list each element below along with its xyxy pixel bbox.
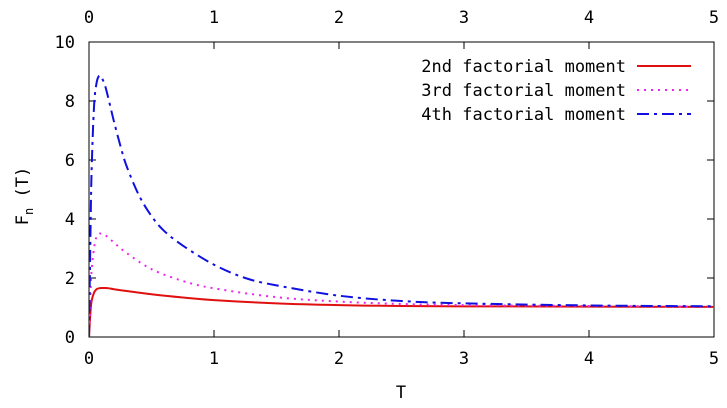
y-axis-label-main: F [13,215,33,225]
x-axis-label: T [396,383,406,403]
x-top-tick-label: 3 [459,8,469,28]
x-tick-label: 0 [84,349,94,369]
x-top-tick-label: 4 [584,8,594,28]
legend-label: 4th factorial moment [421,105,626,125]
legend-label: 3rd factorial moment [421,81,626,101]
y-axis-label-subscript: n [22,208,36,215]
plot-area [88,41,715,338]
x-top-tick-label: 5 [709,8,719,28]
y-axis-label: Fn (T) [13,167,36,225]
series-line-2nd-moment [89,286,714,337]
y-axis-label-suffix: (T) [13,167,33,208]
plot-frame [88,41,715,338]
x-top-tick-label: 1 [209,8,219,28]
x-tick-label: 2 [334,349,344,369]
x-top-tick-label: 2 [334,8,344,28]
y-tick-label: 4 [65,210,75,230]
legend: 2nd factorial moment 3rd factorial moment… [421,57,691,125]
y-tick-label: 6 [65,151,75,171]
series-group [89,74,714,337]
x-tick-label: 1 [209,349,219,369]
x-tick-label: 4 [584,349,594,369]
y-tick-label: 2 [65,269,75,289]
x-tick-label: 3 [459,349,469,369]
y-tick-label: 10 [55,33,75,53]
y-tick-label: 8 [65,92,75,112]
legend-label: 2nd factorial moment [421,57,626,77]
series-line-3rd-moment [89,232,714,337]
x-tick-label: 5 [709,349,719,369]
y-tick-label: 0 [65,328,75,348]
x-top-tick-label: 0 [84,8,94,28]
series-line-4th-moment [89,74,714,337]
